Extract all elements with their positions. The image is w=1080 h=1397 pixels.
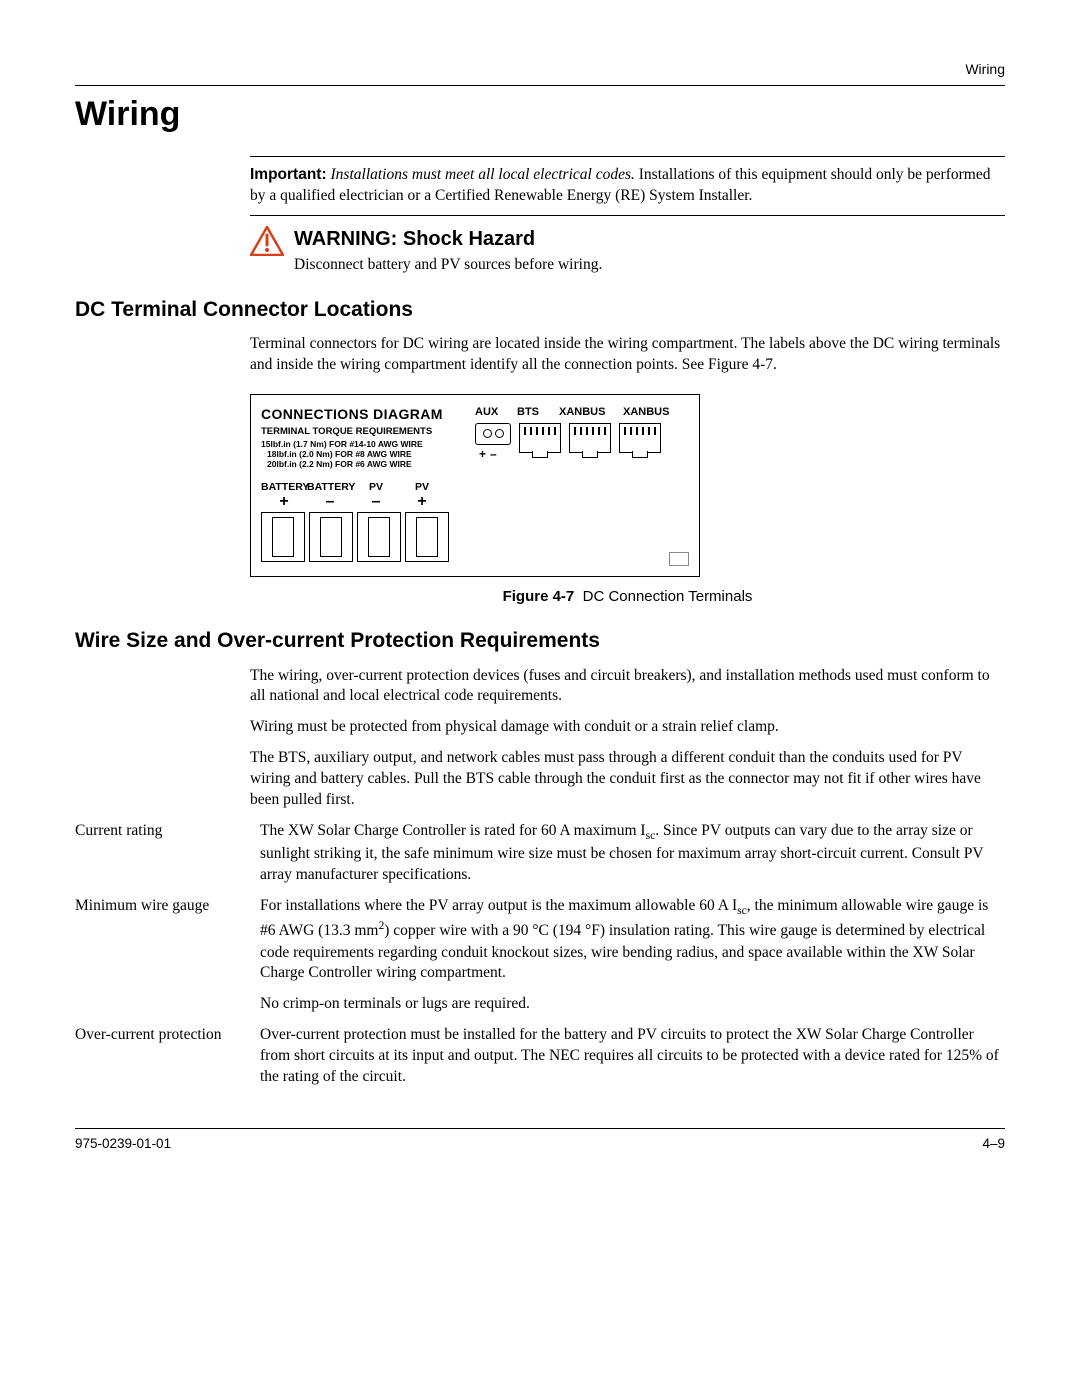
terminal-block-icon (309, 512, 353, 562)
minus-sign: – (353, 494, 399, 510)
margin-label-current-rating: Current rating (75, 821, 260, 886)
body-text: Over-current protection must be installe… (260, 1025, 1005, 1088)
margin-label-min-wire-gauge: Minimum wire gauge (75, 896, 260, 1016)
terminal-label: BATTERY (261, 480, 307, 494)
terminal-label: BATTERY (307, 480, 353, 494)
terminal-label: PV (353, 480, 399, 494)
terminal-label: PV (399, 480, 445, 494)
important-italic: Installations must meet all local electr… (331, 166, 635, 183)
body-text: Wiring must be protected from physical d… (250, 717, 1005, 738)
minus-sign: – (307, 494, 353, 510)
body-text: Terminal connectors for DC wiring are lo… (250, 334, 1005, 376)
important-note: Important: Installations must meet all l… (250, 157, 1005, 215)
section-heading-dc-terminals: DC Terminal Connector Locations (75, 296, 1005, 324)
plus-sign: + (479, 447, 490, 461)
plus-sign: + (261, 494, 307, 510)
terminal-block-icon (261, 512, 305, 562)
margin-label-overcurrent: Over-current protection (75, 1025, 260, 1088)
torque-spec: 20lbf.in (2.2 Nm) FOR #6 AWG WIRE (261, 460, 461, 470)
aux-port-icon (475, 423, 511, 445)
body-text: For installations where the PV array out… (260, 896, 1005, 1016)
body-text: The BTS, auxiliary output, and network c… (250, 748, 1005, 811)
port-label-bts: BTS (517, 405, 551, 420)
section-heading-wire-size: Wire Size and Over-current Protection Re… (75, 627, 1005, 655)
page-title: Wiring (75, 92, 1005, 138)
rule (250, 215, 1005, 216)
body-text: The XW Solar Charge Controller is rated … (260, 821, 1005, 886)
important-label: Important: (250, 166, 327, 183)
port-label-xanbus: XANBUS (623, 405, 679, 420)
top-rule (75, 85, 1005, 86)
port-label-xanbus: XANBUS (559, 405, 615, 420)
warning-text: Disconnect battery and PV sources before… (294, 255, 602, 276)
rj45-port-icon (619, 423, 661, 453)
footer-pagenum: 4–9 (982, 1135, 1005, 1153)
rj45-port-icon (569, 423, 611, 453)
running-head: Wiring (75, 60, 1005, 79)
warning-icon (250, 226, 284, 256)
diagram-subtitle: TERMINAL TORQUE REQUIREMENTS (261, 426, 461, 439)
rj45-port-icon (519, 423, 561, 453)
diagram-title: CONNECTIONS DIAGRAM (261, 405, 461, 424)
figure-4-7: CONNECTIONS DIAGRAM TERMINAL TORQUE REQU… (250, 394, 1005, 607)
minus-sign: – (490, 447, 501, 461)
terminal-block-icon (405, 512, 449, 562)
warning-heading: WARNING: Shock Hazard (294, 226, 602, 253)
figure-number: Figure 4-7 (503, 588, 575, 605)
figure-caption-text: DC Connection Terminals (583, 588, 753, 605)
small-square-icon (669, 552, 689, 566)
plus-sign: + (399, 494, 445, 510)
terminal-block-icon (357, 512, 401, 562)
footer-docnum: 975-0239-01-01 (75, 1135, 171, 1153)
body-text: The wiring, over-current protection devi… (250, 666, 1005, 708)
port-label-aux: AUX (475, 405, 509, 420)
